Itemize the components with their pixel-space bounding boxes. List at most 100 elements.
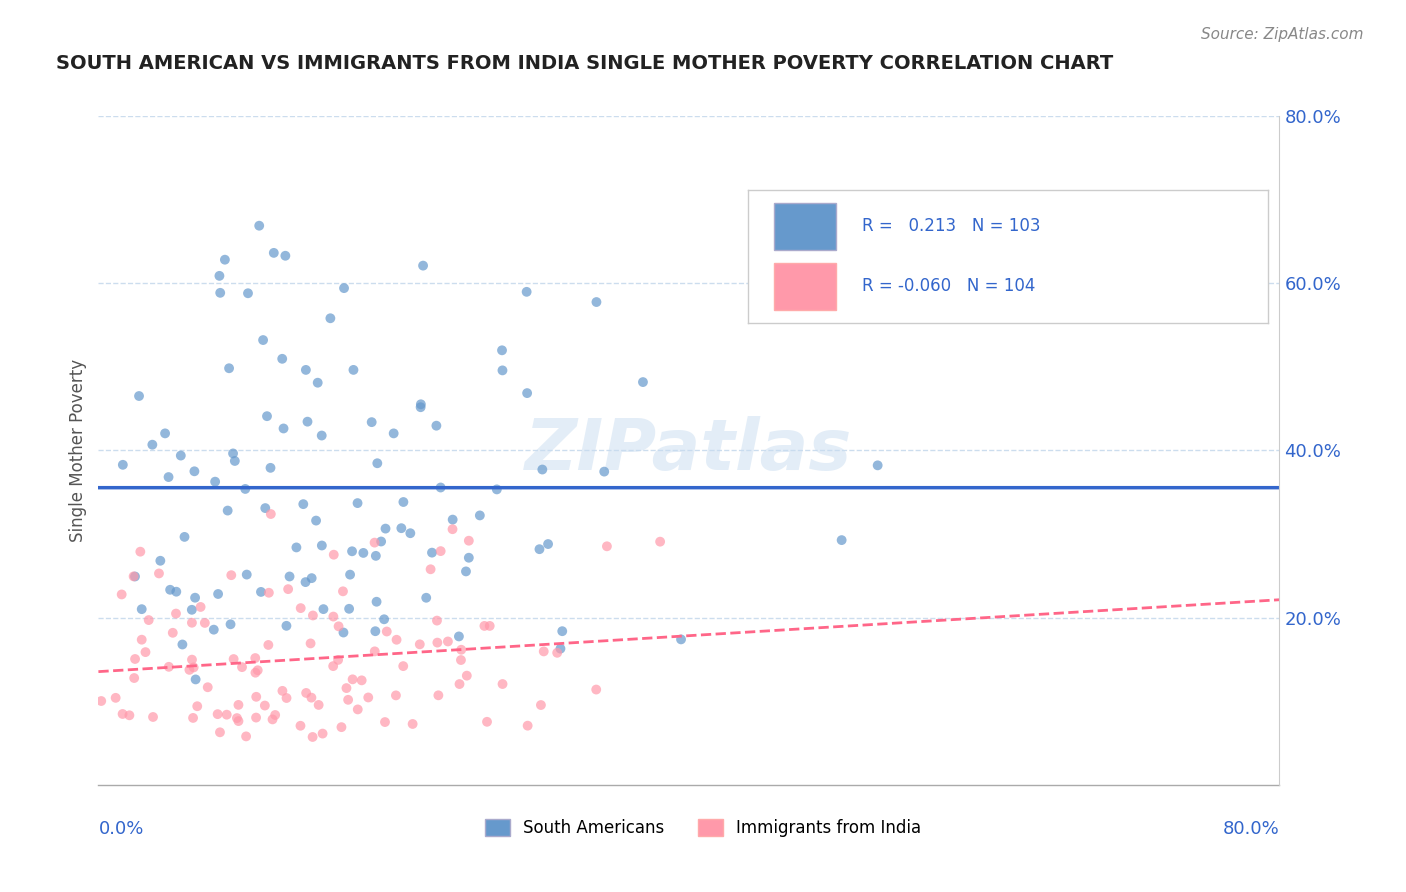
Point [307,376,329,390]
Point [165,607,187,621]
Point [546,646,568,660]
Point [170,449,193,463]
Point [346,496,368,510]
Point [437,634,460,648]
Point [537,537,560,551]
Point [226,711,249,725]
Point [382,426,405,441]
Point [389,521,412,535]
Point [312,602,335,616]
Point [122,671,145,685]
Point [366,595,388,609]
Text: SOUTH AMERICAN VS IMMIGRANTS FROM INDIA SINGLE MOTHER POVERTY CORRELATION CHART: SOUTH AMERICAN VS IMMIGRANTS FROM INDIA … [56,54,1114,72]
Point [330,720,353,734]
Point [294,575,316,590]
Point [209,285,232,300]
Point [516,285,538,299]
Point [375,624,398,639]
Point [271,684,294,698]
Point [262,712,284,726]
Point [441,513,464,527]
Point [183,464,205,478]
Point [186,699,208,714]
Point [301,730,323,744]
Point [585,682,607,697]
Point [474,619,496,633]
Point [409,397,432,411]
Point [412,259,434,273]
Point [669,632,692,647]
Point [363,535,385,549]
Point [299,636,322,650]
Point [118,708,141,723]
Point [491,343,513,358]
Point [409,401,432,415]
Point [219,617,242,632]
Point [337,693,360,707]
Point [550,641,572,656]
Point [426,614,449,628]
Point [322,659,344,673]
Point [252,333,274,347]
Point [263,245,285,260]
Point [247,219,270,233]
Point [357,690,380,705]
Point [159,582,181,597]
Point [181,653,204,667]
Point [290,719,312,733]
Point [352,546,374,560]
Point [425,418,447,433]
Point [202,623,225,637]
Point [475,714,498,729]
Point [631,375,654,389]
Point [124,652,146,666]
Point [551,624,574,639]
Point [385,689,408,703]
Point [173,530,195,544]
Text: 80.0%: 80.0% [1223,820,1279,838]
Point [222,446,245,460]
Point [426,635,449,649]
Point [429,481,451,495]
Point [456,668,478,682]
Point [224,454,246,468]
Point [208,268,231,283]
Point [299,690,322,705]
Point [491,677,513,691]
Point [457,550,479,565]
Point [373,612,395,626]
Point [274,249,297,263]
Point [342,673,364,687]
Point [364,549,387,563]
Point [245,651,267,665]
Point [245,690,267,704]
Point [450,642,472,657]
Point [124,569,146,583]
Point [593,465,616,479]
Point [516,386,538,401]
Point [138,613,160,627]
Point [447,629,470,643]
Point [259,460,281,475]
Y-axis label: Single Mother Poverty: Single Mother Poverty [69,359,87,542]
Point [111,706,134,721]
Point [256,409,278,424]
Point [401,717,423,731]
Point [302,608,325,623]
Point [420,546,443,560]
Point [370,534,392,549]
Point [236,286,259,301]
Point [111,458,134,472]
Point [427,688,450,702]
Point [335,681,357,695]
Point [350,673,373,688]
Point [149,554,172,568]
Point [516,719,538,733]
Point [245,665,267,680]
Point [162,625,184,640]
Point [326,653,349,667]
Point [235,730,257,744]
Point [322,609,344,624]
Point [204,475,226,489]
Point [128,389,150,403]
